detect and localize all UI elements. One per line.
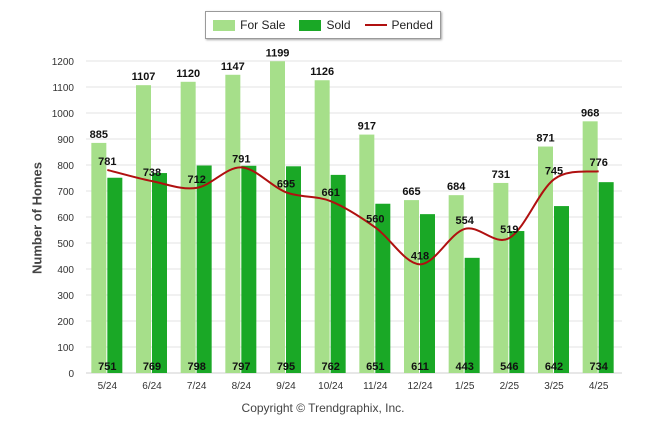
bar-sold xyxy=(598,182,614,373)
for-sale-value-label: 968 xyxy=(581,107,599,119)
sold-swatch xyxy=(299,19,322,31)
y-tick-label: 700 xyxy=(57,187,74,198)
bar-sold xyxy=(107,177,123,373)
y-tick-label: 200 xyxy=(57,317,74,328)
x-tick-label: 3/25 xyxy=(544,381,564,392)
x-tick-label: 8/24 xyxy=(232,381,252,392)
bar-sold xyxy=(554,206,569,373)
bar-for-sale xyxy=(225,74,241,373)
for-sale-value-label: 871 xyxy=(536,133,554,145)
pended-value-label: 695 xyxy=(277,178,295,190)
bar-for-sale xyxy=(359,134,375,373)
for-sale-value-label: 1120 xyxy=(176,68,200,80)
pended-swatch xyxy=(364,24,387,26)
sold-value-label: 611 xyxy=(411,361,429,373)
y-tick-label: 500 xyxy=(57,239,74,250)
y-tick-label: 100 xyxy=(57,343,74,354)
for-sale-value-label: 1126 xyxy=(310,66,334,78)
bar-sold xyxy=(152,173,167,373)
legend-label-sold: Sold xyxy=(326,18,351,32)
pended-line xyxy=(107,166,599,266)
x-tick-label: 10/24 xyxy=(318,381,343,392)
for-sale-value-label: 1147 xyxy=(221,61,245,73)
for-sale-value-label: 1107 xyxy=(132,71,156,83)
sold-value-label: 734 xyxy=(589,361,608,373)
legend: For Sale Sold Pended xyxy=(205,11,441,39)
x-tick-label: 12/24 xyxy=(407,381,432,392)
for-sale-value-label: 665 xyxy=(402,186,420,198)
pended-value-label: 738 xyxy=(143,167,161,179)
pended-value-label: 745 xyxy=(545,165,563,177)
for-sale-value-label: 731 xyxy=(492,169,510,181)
bar-sold xyxy=(375,203,391,373)
bar-for-sale xyxy=(538,146,553,373)
y-tick-label: 1000 xyxy=(52,109,75,120)
bar-for-sale xyxy=(448,195,464,373)
bar-sold xyxy=(509,231,525,373)
bar-for-sale xyxy=(493,182,509,373)
x-tick-label: 2/25 xyxy=(500,381,520,392)
sold-value-label: 769 xyxy=(143,361,161,373)
bar-for-sale xyxy=(136,85,151,374)
pended-value-label: 781 xyxy=(98,156,116,168)
bar-for-sale xyxy=(582,121,598,373)
bar-sold xyxy=(420,214,435,373)
bar-for-sale xyxy=(91,142,107,373)
pended-value-label: 554 xyxy=(455,215,474,227)
bar-sold xyxy=(196,165,212,373)
y-tick-label: 1200 xyxy=(52,57,75,68)
for-sale-value-label: 1199 xyxy=(266,47,290,59)
legend-item-sold[interactable]: Sold xyxy=(299,18,351,32)
for-sale-swatch xyxy=(213,19,236,31)
sold-value-label: 797 xyxy=(232,361,250,373)
pended-value-label: 712 xyxy=(187,174,205,186)
sold-value-label: 762 xyxy=(321,361,339,373)
bar-for-sale xyxy=(270,61,285,373)
y-tick-label: 600 xyxy=(57,213,74,224)
x-tick-label: 6/24 xyxy=(142,381,162,392)
pended-value-label: 776 xyxy=(589,157,607,169)
y-tick-label: 300 xyxy=(57,291,74,302)
bar-sold xyxy=(286,166,301,373)
sold-value-label: 751 xyxy=(98,361,116,373)
copyright-text: Copyright © Trendgraphix, Inc. xyxy=(241,401,405,415)
pended-value-label: 519 xyxy=(500,224,518,236)
legend-label-for-sale: For Sale xyxy=(240,18,286,32)
pended-value-label: 418 xyxy=(411,250,429,262)
sold-value-label: 642 xyxy=(545,361,563,373)
x-tick-label: 11/24 xyxy=(363,381,388,392)
pended-value-label: 791 xyxy=(232,153,250,165)
sold-value-label: 546 xyxy=(500,361,518,373)
sold-value-label: 443 xyxy=(455,361,473,373)
sold-value-label: 795 xyxy=(277,361,295,373)
pended-value-label: 560 xyxy=(366,213,384,225)
legend-item-pended[interactable]: Pended xyxy=(364,18,433,32)
x-tick-label: 9/24 xyxy=(276,381,296,392)
legend-item-for-sale[interactable]: For Sale xyxy=(213,18,285,32)
for-sale-value-label: 684 xyxy=(447,181,466,193)
bar-for-sale xyxy=(180,81,196,374)
sold-value-label: 798 xyxy=(187,361,205,373)
legend-label-pended: Pended xyxy=(391,18,433,32)
x-tick-label: 1/25 xyxy=(455,381,475,392)
x-tick-label: 4/25 xyxy=(589,381,609,392)
pended-value-label: 661 xyxy=(321,187,339,199)
bar-for-sale xyxy=(314,80,330,374)
y-tick-label: 800 xyxy=(57,161,74,172)
y-tick-label: 400 xyxy=(57,265,74,276)
x-tick-label: 5/24 xyxy=(98,381,118,392)
y-tick-label: 0 xyxy=(68,369,74,380)
sold-value-label: 651 xyxy=(366,361,384,373)
for-sale-value-label: 885 xyxy=(90,129,108,141)
x-tick-label: 7/24 xyxy=(187,381,207,392)
bar-sold xyxy=(241,165,257,373)
y-tick-label: 1100 xyxy=(52,83,74,94)
bar-for-sale xyxy=(404,200,419,373)
y-tick-label: 900 xyxy=(57,135,74,146)
bar-sold xyxy=(464,257,480,373)
for-sale-value-label: 917 xyxy=(358,121,376,133)
bar-sold xyxy=(330,174,346,373)
